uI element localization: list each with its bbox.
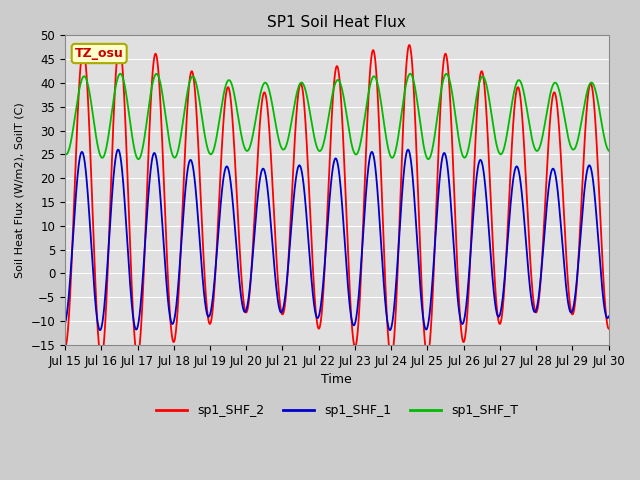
Line: sp1_SHF_2: sp1_SHF_2 <box>65 45 609 358</box>
sp1_SHF_2 <box>406 42 413 48</box>
sp1_SHF_2 <box>508 137 516 143</box>
sp1_SHF_T <box>415 109 422 115</box>
sp1_SHF_T <box>269 104 276 110</box>
sp1_SHF_1 <box>386 327 394 333</box>
sp1_SHF_2 <box>467 243 475 249</box>
sp1_SHF_T <box>508 99 516 105</box>
sp1_SHF_2 <box>160 176 168 182</box>
sp1_SHF_2 <box>415 210 422 216</box>
sp1_SHF_1 <box>61 321 69 326</box>
sp1_SHF_1 <box>415 263 422 269</box>
sp1_SHF_2 <box>61 344 69 349</box>
sp1_SHF_1 <box>115 147 122 153</box>
sp1_SHF_2 <box>605 326 612 332</box>
sp1_SHF_T <box>387 154 395 160</box>
Y-axis label: Soil Heat Flux (W/m2), SoilT (C): Soil Heat Flux (W/m2), SoilT (C) <box>15 102 25 278</box>
Line: sp1_SHF_1: sp1_SHF_1 <box>65 150 609 330</box>
sp1_SHF_1 <box>605 313 612 319</box>
sp1_SHF_T <box>406 71 414 77</box>
sp1_SHF_1 <box>508 185 516 191</box>
sp1_SHF_1 <box>269 246 276 252</box>
sp1_SHF_2 <box>387 355 395 361</box>
sp1_SHF_1 <box>387 325 395 331</box>
Line: sp1_SHF_T: sp1_SHF_T <box>65 74 609 159</box>
sp1_SHF_1 <box>160 244 168 250</box>
sp1_SHF_2 <box>387 355 395 361</box>
sp1_SHF_2 <box>269 186 276 192</box>
sp1_SHF_1 <box>467 246 475 252</box>
Title: SP1 Soil Heat Flux: SP1 Soil Heat Flux <box>268 15 406 30</box>
sp1_SHF_T <box>605 148 612 154</box>
sp1_SHF_T <box>160 100 168 106</box>
Legend: sp1_SHF_2, sp1_SHF_1, sp1_SHF_T: sp1_SHF_2, sp1_SHF_1, sp1_SHF_T <box>150 399 523 422</box>
sp1_SHF_T <box>467 132 475 138</box>
sp1_SHF_T <box>61 151 69 157</box>
X-axis label: Time: Time <box>321 373 352 386</box>
Text: TZ_osu: TZ_osu <box>75 47 124 60</box>
sp1_SHF_T <box>424 156 432 162</box>
